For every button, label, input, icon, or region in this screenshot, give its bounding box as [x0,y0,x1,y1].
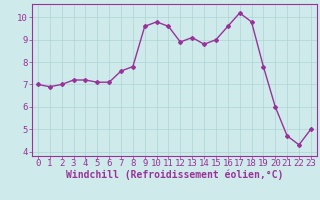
X-axis label: Windchill (Refroidissement éolien,°C): Windchill (Refroidissement éolien,°C) [66,169,283,180]
